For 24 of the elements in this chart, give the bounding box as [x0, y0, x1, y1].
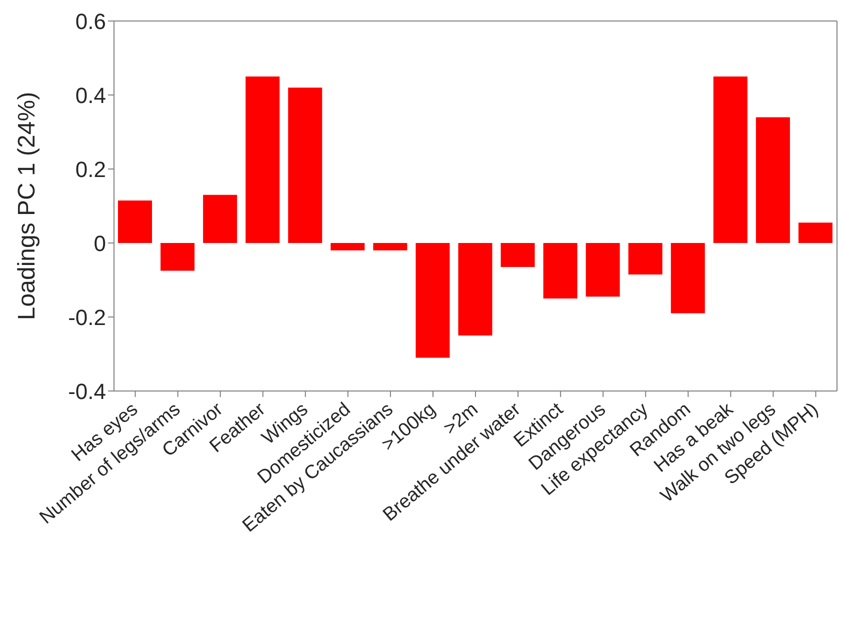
bar: [586, 243, 620, 297]
y-tick-label: 0.2: [75, 156, 106, 182]
bar: [246, 76, 280, 243]
bar: [543, 243, 578, 298]
bar: [330, 243, 365, 250]
bar: [288, 88, 322, 243]
bar: [798, 222, 832, 243]
bar: [713, 76, 748, 243]
bar: [628, 243, 662, 274]
bar: [500, 243, 535, 268]
bar: [670, 243, 705, 314]
y-axis-title: Loadings PC 1 (24%): [14, 92, 41, 320]
y-tick-label: -0.2: [68, 304, 106, 330]
bar: [118, 200, 152, 243]
y-tick-label: -0.4: [68, 378, 106, 404]
bar: [160, 243, 195, 271]
bar: [458, 243, 492, 336]
bar: [756, 117, 790, 243]
y-tick-label: 0.6: [75, 8, 106, 34]
bar: [203, 194, 238, 243]
y-tick-label: 0: [94, 230, 106, 256]
bar: [373, 243, 408, 250]
bar: [416, 243, 450, 358]
y-tick-label: 0.4: [75, 82, 106, 108]
